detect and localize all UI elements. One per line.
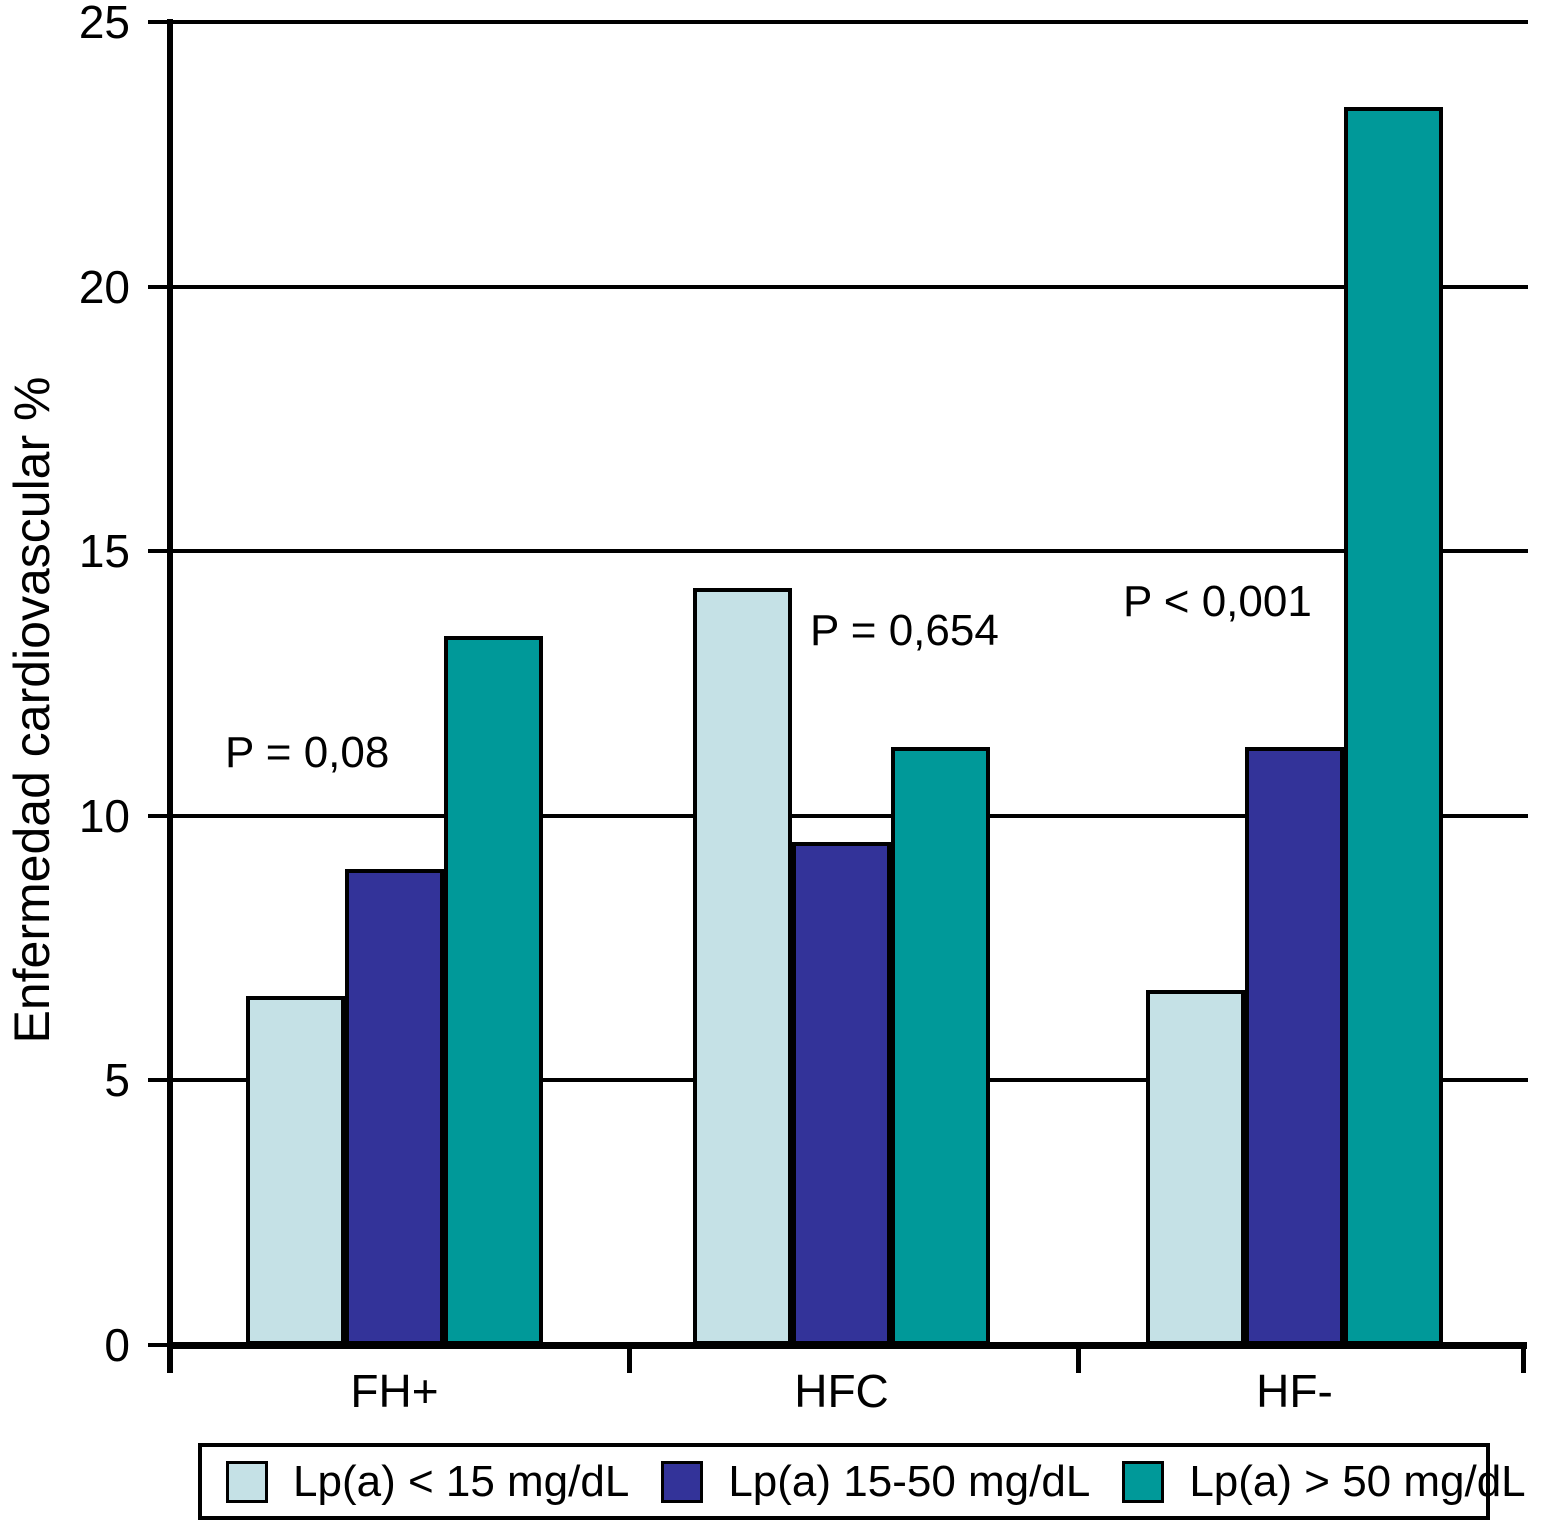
x-tick-3 (1521, 1345, 1526, 1373)
p-value-annotation-hfc: P = 0,654 (810, 606, 999, 655)
y-axis-line (167, 19, 173, 1373)
legend-swatch-lpa-gt-50 (1122, 1460, 1165, 1503)
legend-label-lpa-15-50: Lp(a) 15-50 mg/dL (728, 1456, 1091, 1506)
x-axis-line (167, 1342, 1527, 1349)
x-category-label-fh: FH+ (350, 1365, 439, 1417)
bar-fh-series-1 (345, 869, 444, 1345)
y-tick-label-25: 25 (78, 0, 130, 48)
bar-hfc-series-1 (792, 842, 891, 1345)
gridline-y-20 (148, 285, 1528, 289)
x-tick-1 (627, 1345, 632, 1373)
x-category-label-hfc: HFC (794, 1365, 889, 1417)
x-tick-0 (168, 1345, 173, 1373)
legend-item-lpa-gt-50: Lp(a) > 50 mg/dL (1122, 1456, 1526, 1506)
gridline-y-25 (148, 20, 1528, 24)
bar-hf-series-0 (1146, 990, 1245, 1345)
y-tick-label-10: 10 (78, 790, 130, 842)
bar-hf-series-1 (1245, 747, 1344, 1345)
p-value-annotation-fh-plus: P = 0,08 (225, 728, 390, 777)
bar-fh-series-2 (444, 636, 543, 1345)
y-tick-label-0: 0 (104, 1319, 130, 1371)
bar-fh-series-0 (246, 996, 345, 1345)
bar-hfc-series-2 (891, 747, 990, 1345)
p-value-annotation-hf-minus: P < 0,001 (1123, 577, 1312, 626)
legend-item-lpa-15-50: Lp(a) 15-50 mg/dL (661, 1456, 1091, 1506)
legend-item-lpa-lt-15: Lp(a) < 15 mg/dL (226, 1456, 630, 1506)
x-category-label-hf: HF- (1256, 1365, 1333, 1417)
y-tick-label-20: 20 (78, 261, 130, 313)
legend-label-lpa-lt-15: Lp(a) < 15 mg/dL (293, 1456, 630, 1506)
bar-hfc-series-0 (693, 588, 792, 1345)
legend-swatch-lpa-lt-15 (226, 1460, 268, 1503)
gridline-y-10 (148, 814, 1528, 818)
plot-area: 0 5 10 15 20 25 P = 0,08 P = 0,654 P < 0,001 … (78, 0, 1528, 1417)
y-tick-label-5: 5 (104, 1054, 130, 1106)
legend-label-lpa-gt-50: Lp(a) > 50 mg/dL (1189, 1456, 1526, 1506)
y-tick-label-15: 15 (78, 525, 130, 577)
gridline-y-0 (148, 1343, 170, 1347)
gridline-y-15 (148, 549, 1528, 553)
legend-swatch-lpa-15-50 (661, 1460, 704, 1503)
legend: Lp(a) < 15 mg/dL Lp(a) 15-50 mg/dL Lp(a)… (198, 1443, 1526, 1520)
bar-hf-series-2 (1344, 107, 1443, 1345)
x-tick-2 (1076, 1345, 1081, 1373)
